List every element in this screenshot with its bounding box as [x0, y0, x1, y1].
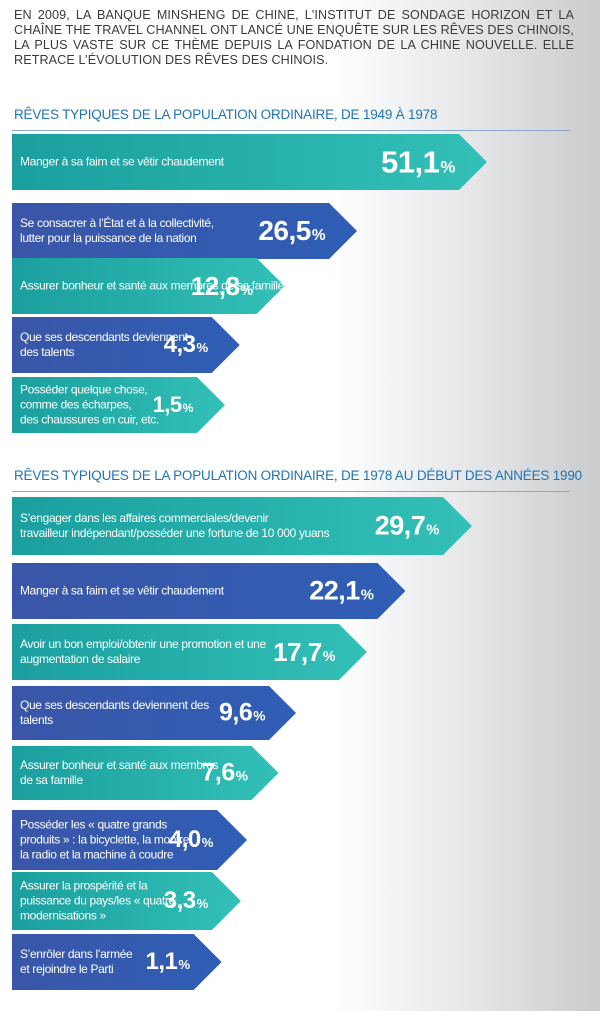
bar-value: 29,7% [374, 510, 439, 541]
bar-2-7: Assurer la prospérité et la puissance du … [12, 872, 241, 930]
bar-1-5: Posséder quelque chose, comme des écharpe… [12, 377, 225, 433]
bar-label: Posséder quelque chose, comme des écharpe… [20, 382, 159, 427]
bar-label: S’enrôler dans l’armée et rejoindre le Pa… [20, 947, 133, 976]
bar-label: Assurer la prospérité et la puissance du … [20, 878, 175, 923]
bar-1-3: Assurer bonheur et santé aux membres de … [12, 258, 285, 314]
bar-value: 3,3% [163, 887, 208, 914]
bar-value: 12,8% [190, 271, 253, 301]
bar-label: Assurer bonheur et santé aux membres de … [20, 278, 284, 293]
bar-value: 22,1% [309, 575, 374, 606]
bar-label: Assurer bonheur et santé aux membres de s… [20, 758, 219, 787]
bar-2-6: Posséder les « quatre grands produits » :… [12, 810, 247, 870]
bar-value: 7,6% [201, 758, 248, 787]
section-title-1949-1978: Rêves typiques de la population ordinair… [14, 107, 438, 122]
bar-label: Posséder les « quatre grands produits » :… [20, 817, 193, 862]
bar-1-1: Manger à sa faim et se vêtir chaudement 5… [12, 134, 487, 190]
bar-1-4: Que ses descendants deviennent des talent… [12, 317, 240, 373]
section-title-1978-1990: Rêves typiques de la population ordinair… [14, 468, 582, 483]
bar-2-8: S’enrôler dans l’armée et rejoindre le Pa… [12, 934, 222, 990]
bar-value: 51,1% [381, 144, 455, 180]
bar-1-2: Se consacrer à l’État et à la collectivi… [12, 203, 357, 259]
bar-value: 4,0% [168, 826, 214, 853]
bar-label: Avoir un bon emploi/obtenir une promotio… [20, 637, 266, 666]
section-rule-1 [12, 130, 570, 131]
intro-text: En 2009, la banque Minsheng de Chine, l'… [14, 8, 574, 67]
bar-label: Que ses descendants deviennent des talent… [20, 698, 209, 727]
bar-value: 1,5% [152, 392, 193, 417]
bar-2-2: Manger à sa faim et se vêtir chaudement 2… [12, 563, 405, 619]
bar-2-3: Avoir un bon emploi/obtenir une promotio… [12, 624, 367, 680]
bar-label: Se consacrer à l’État et à la collectivi… [20, 216, 214, 245]
bar-label: S’engager dans les affaires commerciales… [20, 511, 330, 540]
bar-value: 4,3% [163, 331, 208, 358]
bar-value: 26,5% [258, 215, 326, 246]
section-rule-2 [12, 491, 570, 492]
bar-2-1: S’engager dans les affaires commerciales… [12, 497, 472, 555]
bar-2-5: Assurer bonheur et santé aux membres de s… [12, 746, 279, 800]
bar-value: 1,1% [145, 948, 190, 975]
bar-label: Manger à sa faim et se vêtir chaudement [20, 583, 224, 598]
bar-label: Manger à sa faim et se vêtir chaudement [20, 154, 224, 169]
bar-value: 17,7% [273, 637, 335, 667]
bar-value: 9,6% [219, 698, 266, 727]
bar-2-4: Que ses descendants deviennent des talent… [12, 686, 296, 740]
bar-label: Que ses descendants deviennent des talent… [20, 330, 188, 359]
